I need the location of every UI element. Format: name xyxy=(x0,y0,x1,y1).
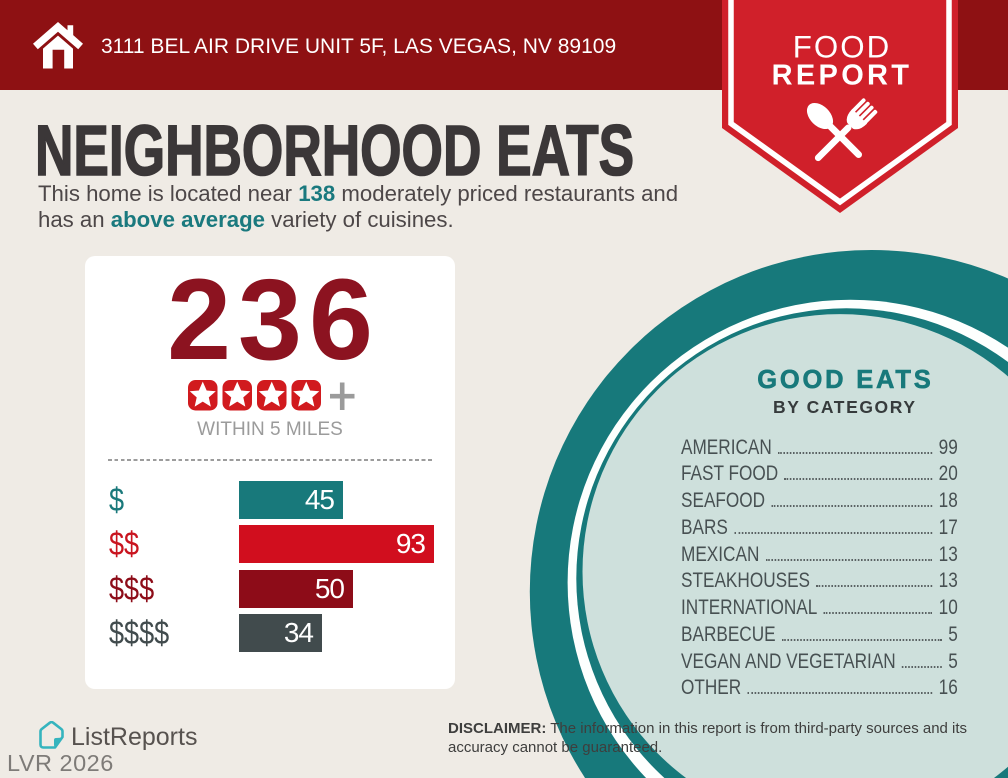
svg-text:REPORT: REPORT xyxy=(772,60,913,92)
svg-text:FOOD: FOOD xyxy=(793,30,891,65)
